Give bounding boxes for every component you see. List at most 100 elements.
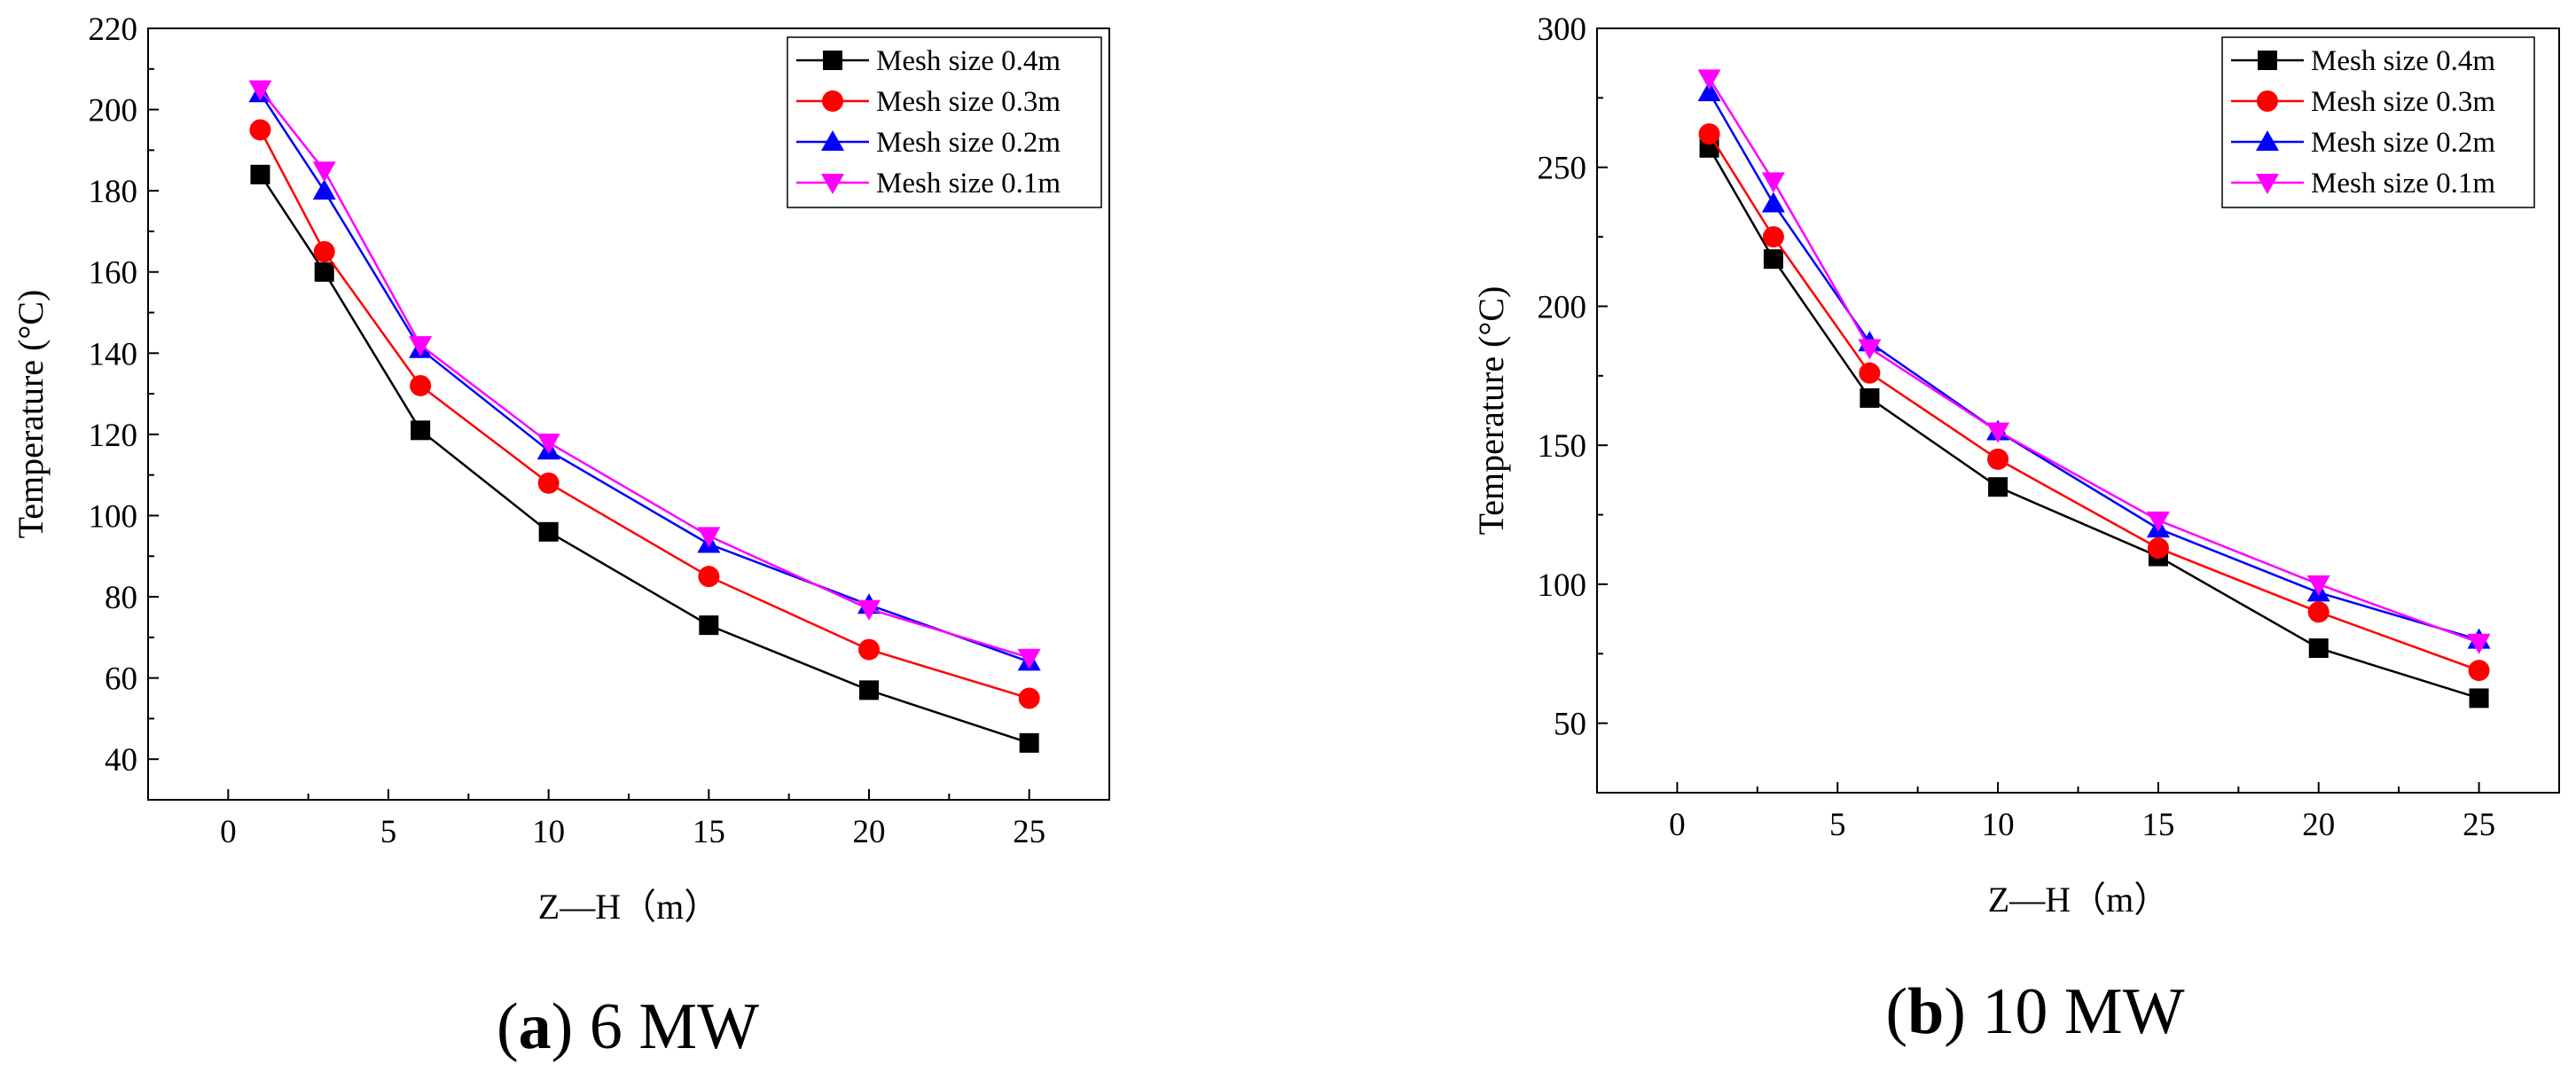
data-point bbox=[312, 179, 336, 200]
data-point bbox=[411, 420, 431, 441]
legend-marker bbox=[2257, 90, 2278, 112]
data-point bbox=[537, 472, 560, 494]
data-point bbox=[1761, 192, 1785, 213]
caption-b-text: 10 MW bbox=[1982, 975, 2184, 1048]
series-line bbox=[259, 174, 1030, 745]
data-point bbox=[248, 80, 272, 101]
y-tick-label: 100 bbox=[1538, 567, 1587, 604]
x-tick-label: 10 bbox=[1982, 807, 2015, 843]
data-point bbox=[857, 599, 881, 621]
data-point bbox=[314, 262, 334, 282]
y-axis: 50 100 150 200 250 300 bbox=[1538, 12, 1608, 743]
caption-b-letter: b bbox=[1907, 975, 1944, 1048]
x-tick-label: 25 bbox=[2462, 807, 2495, 843]
legend-entry: Mesh size 0.1m bbox=[876, 168, 1061, 200]
series-line bbox=[259, 129, 1030, 700]
y-tick-label: 80 bbox=[105, 580, 137, 616]
caption-a: (a) 6 MW bbox=[497, 990, 759, 1063]
x-tick-label: 5 bbox=[380, 814, 397, 850]
y-tick-label: 220 bbox=[89, 12, 138, 48]
legend: Mesh size 0.4m Mesh size 0.3m Mesh size 0.… bbox=[787, 36, 1102, 208]
y-tick-label: 40 bbox=[105, 742, 137, 779]
data-point bbox=[1988, 477, 2008, 497]
series-line bbox=[1708, 147, 2479, 700]
legend-entry: Mesh size 0.4m bbox=[2311, 45, 2495, 77]
data-point bbox=[2146, 511, 2170, 532]
legend-marker bbox=[2256, 174, 2279, 194]
y-tick-label: 140 bbox=[89, 336, 138, 372]
x-tick-label: 15 bbox=[693, 814, 725, 850]
y-tick-label: 200 bbox=[1538, 289, 1587, 325]
data-point bbox=[699, 615, 719, 636]
data-point bbox=[249, 119, 271, 141]
legend-entry: Mesh size 0.1m bbox=[2311, 168, 2495, 200]
data-point bbox=[1697, 81, 1721, 102]
legend-entry: Mesh size 0.2m bbox=[2311, 127, 2495, 159]
data-point bbox=[1860, 387, 1880, 408]
legend-marker bbox=[821, 130, 844, 151]
legend-marker bbox=[821, 174, 844, 194]
data-point bbox=[538, 521, 559, 542]
data-point bbox=[2308, 638, 2329, 659]
data-point bbox=[2307, 601, 2329, 623]
y-axis-label: Temperature (°C) bbox=[11, 290, 51, 539]
data-point bbox=[1018, 687, 1040, 709]
data-point bbox=[312, 161, 336, 183]
y-axis: 40 60 80 100 120 140 160 180 200 220 bbox=[89, 12, 159, 779]
data-point bbox=[1017, 648, 1041, 669]
legend-marker bbox=[2256, 130, 2279, 151]
chart-b: 50 100 150 200 250 300 0 5 10 15 20 25 Mesh size 0… bbox=[1471, 12, 2560, 919]
legend: Mesh size 0.4m Mesh size 0.3m Mesh size 0.… bbox=[2221, 36, 2535, 208]
data-point bbox=[698, 566, 720, 588]
x-tick-label: 0 bbox=[1669, 807, 1686, 843]
legend-entry: Mesh size 0.3m bbox=[2311, 86, 2495, 118]
x-axis-label: Z—H（m） bbox=[538, 887, 719, 927]
data-point bbox=[409, 336, 433, 357]
series-layer bbox=[248, 80, 1041, 753]
caption-b: (b) 10 MW bbox=[1885, 975, 2184, 1048]
legend-marker bbox=[822, 90, 843, 112]
y-axis-label: Temperature (°C) bbox=[1471, 286, 1511, 536]
data-point bbox=[2467, 633, 2491, 654]
x-tick-label: 15 bbox=[2141, 807, 2174, 843]
legend-entry: Mesh size 0.2m bbox=[876, 127, 1061, 159]
data-point bbox=[1019, 732, 1039, 753]
caption-a-letter: a bbox=[519, 990, 552, 1063]
x-axis: 0 5 10 15 20 25 bbox=[220, 789, 1110, 850]
x-axis-label: Z—H（m） bbox=[1988, 880, 2169, 919]
legend-marker bbox=[823, 51, 842, 70]
y-tick-label: 200 bbox=[89, 93, 138, 129]
data-point bbox=[250, 164, 270, 184]
data-point bbox=[1762, 226, 1784, 248]
data-point bbox=[2468, 660, 2490, 682]
legend-marker bbox=[2258, 51, 2277, 70]
data-point bbox=[1859, 362, 1881, 384]
y-tick-label: 150 bbox=[1538, 428, 1587, 465]
series-layer bbox=[1697, 69, 2491, 708]
data-point bbox=[410, 374, 432, 396]
data-point bbox=[1761, 172, 1785, 193]
x-axis: 0 5 10 15 20 25 bbox=[1669, 782, 2560, 843]
data-point bbox=[313, 240, 335, 262]
series-line bbox=[1708, 133, 2480, 672]
data-point bbox=[1698, 123, 1720, 145]
data-point bbox=[1763, 249, 1783, 270]
data-point bbox=[1858, 339, 1882, 360]
y-tick-label: 100 bbox=[89, 498, 138, 535]
data-point bbox=[536, 434, 560, 455]
data-point bbox=[1697, 69, 1721, 90]
caption-a-text: 6 MW bbox=[590, 990, 759, 1063]
y-tick-label: 50 bbox=[1554, 707, 1586, 743]
legend-entry: Mesh size 0.4m bbox=[876, 45, 1061, 77]
y-tick-label: 60 bbox=[105, 661, 137, 698]
legend-entry: Mesh size 0.3m bbox=[876, 86, 1061, 118]
x-tick-label: 20 bbox=[853, 814, 886, 850]
y-tick-label: 180 bbox=[89, 174, 138, 210]
data-point bbox=[858, 638, 880, 661]
y-tick-label: 300 bbox=[1538, 12, 1587, 48]
data-point bbox=[697, 527, 721, 548]
data-point bbox=[2147, 537, 2169, 559]
y-tick-label: 250 bbox=[1538, 151, 1587, 187]
x-tick-label: 25 bbox=[1013, 814, 1045, 850]
